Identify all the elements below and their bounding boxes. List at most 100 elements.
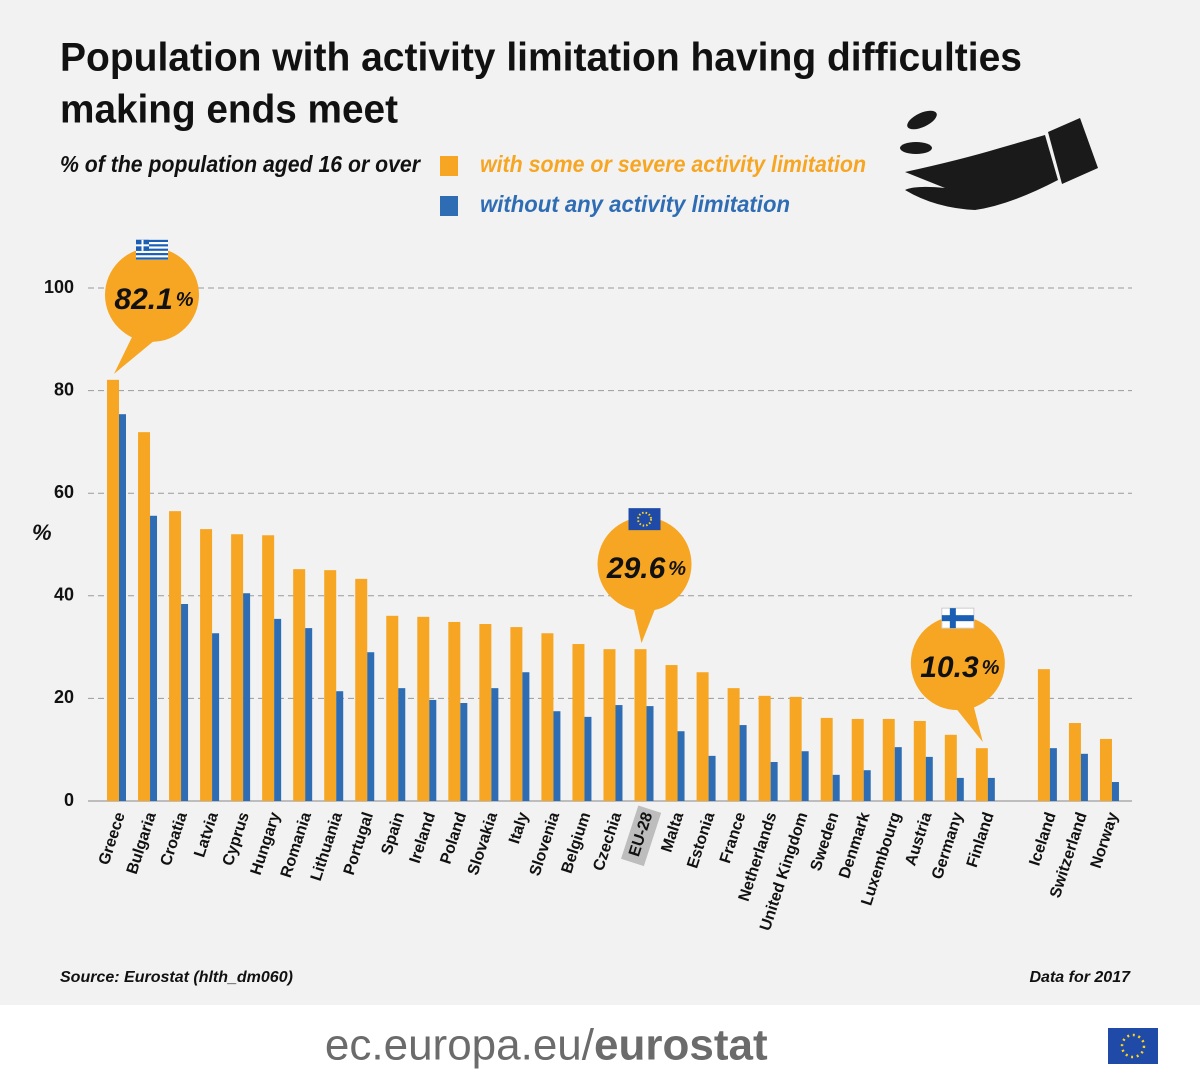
footer-brand: eurostat: [594, 1021, 768, 1070]
bar: [1049, 748, 1057, 801]
bar: [169, 511, 182, 801]
bar: [324, 570, 337, 801]
bar: [305, 628, 313, 801]
flag: [637, 511, 653, 527]
bar: [429, 699, 437, 801]
bar: [584, 716, 592, 801]
flag: [941, 615, 974, 622]
y-tick-label: 20: [54, 687, 74, 707]
bar: [987, 777, 995, 801]
hand-icon: [900, 110, 1098, 210]
bar: [138, 432, 151, 801]
bar: [107, 379, 119, 801]
bar: [1099, 738, 1112, 801]
bar: [975, 748, 988, 801]
footer-background: [0, 1005, 1200, 1090]
callout-value: 82.1: [114, 283, 172, 316]
callout-bubble: [910, 616, 1005, 711]
flag: [136, 257, 168, 260]
bar: [274, 618, 282, 801]
callout-bubble: [597, 517, 692, 612]
bar: [398, 688, 406, 801]
bar: [460, 703, 468, 801]
legend-label: with some or severe activity limitation: [480, 151, 866, 177]
bar: [181, 604, 189, 801]
bar: [956, 777, 964, 801]
callout-suffix: %: [982, 657, 1000, 679]
bar: [572, 644, 585, 801]
bar: [789, 696, 802, 801]
bar: [882, 718, 895, 801]
bar: [832, 774, 840, 801]
bar: [727, 688, 740, 801]
callout-label: 29.6%: [606, 552, 686, 585]
bar: [491, 688, 499, 801]
bar: [355, 578, 368, 801]
bar: [863, 770, 871, 801]
bar: [231, 534, 244, 801]
bar: [336, 691, 344, 801]
y-tick-label: 80: [54, 379, 74, 399]
callout-suffix: %: [176, 289, 194, 311]
bar: [739, 725, 747, 801]
chart-title: making ends meet: [60, 88, 398, 132]
flag: [628, 508, 661, 531]
callout-flag: [941, 607, 975, 629]
bar: [615, 705, 623, 801]
bar: [448, 621, 461, 801]
callout-flag: [628, 508, 661, 531]
chart-title: Population with activity limitation havi…: [60, 36, 1022, 80]
bar: [696, 672, 709, 801]
callout: 10.3%: [910, 607, 1005, 743]
callout: 29.6%: [597, 508, 692, 644]
bar: [677, 731, 685, 801]
bar: [1037, 669, 1050, 801]
bar: [646, 706, 654, 801]
bar: [150, 515, 158, 801]
callout-label: 10.3%: [920, 651, 999, 684]
callout-flag: [136, 239, 168, 260]
legend-swatch: [440, 196, 458, 216]
callout: 82.1%: [105, 239, 199, 374]
subtitle: % of the population aged 16 or over: [60, 151, 421, 177]
bar: [925, 756, 933, 801]
bar: [913, 720, 926, 801]
source: Source: Eurostat (hlth_dm060): [60, 969, 293, 986]
eu-flag: [1108, 1028, 1158, 1064]
footer-domain: ec.europa.eu/: [325, 1021, 595, 1070]
bar: [522, 672, 530, 801]
highlight-box: [621, 805, 662, 867]
bar: [212, 633, 220, 801]
y-tick-label: 60: [54, 482, 74, 502]
bar: [200, 529, 213, 801]
bar: [479, 624, 492, 801]
bar: [367, 652, 375, 801]
flag: [136, 253, 168, 256]
bar: [243, 593, 251, 801]
bar: [417, 616, 430, 801]
bar: [758, 695, 771, 801]
bar: [708, 755, 716, 801]
bar: [553, 711, 561, 801]
callout-label: 82.1%: [114, 283, 193, 316]
legend-swatch: [440, 156, 458, 176]
bar: [119, 414, 126, 801]
callout-value: 29.6: [606, 552, 666, 585]
bar: [262, 535, 275, 801]
bar: [801, 751, 809, 801]
bar: [944, 734, 957, 801]
bar: [894, 747, 902, 801]
bar: [603, 649, 616, 801]
bar: [541, 633, 554, 801]
legend-label: without any activity limitation: [480, 191, 790, 217]
callout-bubble: [105, 247, 199, 342]
flag: [949, 608, 956, 629]
flag: [136, 239, 168, 243]
flag: [136, 244, 168, 247]
bar: [1111, 782, 1119, 801]
callout-value: 10.3: [920, 651, 979, 684]
bar: [1068, 723, 1081, 801]
bar: [1080, 753, 1088, 801]
bar: [851, 718, 864, 801]
